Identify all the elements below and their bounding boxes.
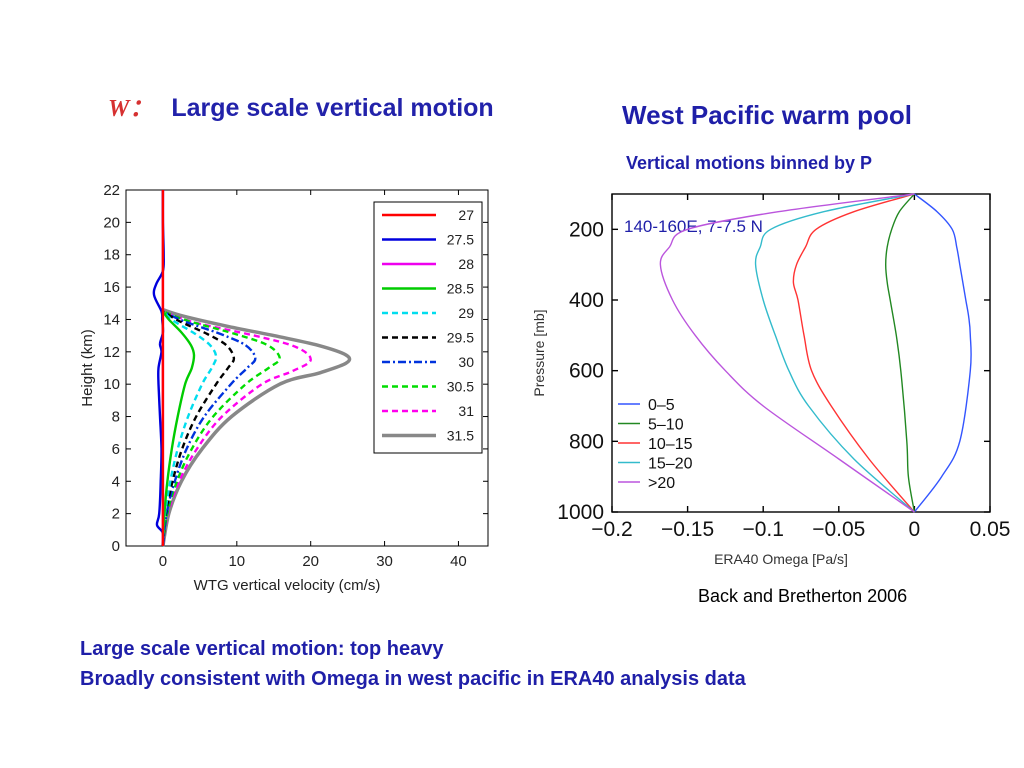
x-tick-label: 0.05 (970, 518, 1010, 541)
left-title-text: Large scale vertical motion (171, 94, 494, 122)
legend-label: 27.5 (447, 232, 474, 248)
y-tick-label: 2 (112, 506, 120, 523)
right-subtitle: Vertical motions binned by P (626, 153, 873, 173)
y-tick-label: 6 (112, 441, 120, 458)
right-title: West Pacific warm pool (622, 100, 912, 130)
y-tick-label: 8 (112, 409, 120, 426)
x-tick-label: 0 (909, 518, 921, 541)
series-line-29 (161, 310, 218, 547)
legend-label: >20 (648, 475, 675, 492)
x-tick-label: 0 (159, 553, 167, 570)
citation: Back and Bretherton 2006 (698, 586, 908, 606)
legend-label: 31.5 (447, 428, 474, 444)
series-line-29-5 (161, 310, 236, 547)
x-tick-label: −0.15 (661, 518, 714, 541)
legend-label: 31 (458, 403, 474, 419)
legend-label: 29 (458, 305, 474, 321)
y-tick-label: 18 (103, 247, 120, 264)
y-tick-label: 22 (103, 182, 120, 199)
wtg-velocity-chart: 0 10 20 30 40 0 2 4 6 8 10 12 14 16 18 20 22 WTG vertical… (79, 182, 489, 594)
series-line-31 (161, 310, 312, 547)
y-tick-label: 16 (103, 279, 120, 296)
legend-label: 5–10 (648, 417, 684, 434)
legend-label: 0–5 (648, 397, 675, 414)
legend-label: 27 (458, 207, 474, 223)
conclusions: Large scale vertical motion: top heavy B… (80, 634, 746, 694)
y-tick-label: 200 (569, 218, 604, 241)
plot-frame (611, 193, 991, 513)
legend-label: 28.5 (447, 281, 474, 297)
y-tick-label: 4 (112, 473, 120, 490)
x-tick-label: 30 (376, 553, 393, 570)
legend-label: 28 (458, 256, 474, 272)
series-line-30-5 (161, 310, 281, 547)
y-tick-label: 600 (569, 360, 604, 383)
legend-label: 30.5 (447, 379, 474, 395)
legend-label: 10–15 (648, 436, 693, 453)
x-tick-label: 40 (450, 553, 467, 570)
y-tick-label: 20 (103, 214, 120, 231)
conclusion-line-1: Large scale vertical motion: top heavy (80, 638, 444, 660)
region-annotation: 140-160E, 7-7.5 N (624, 217, 763, 236)
y-axis-label: Height (km) (79, 329, 96, 407)
series-line-10-15 (792, 193, 915, 513)
conclusion-line-2: Broadly consistent with Omega in west pa… (80, 668, 746, 690)
y-tick-label: 800 (569, 430, 604, 453)
series-line-31-5 (161, 308, 352, 547)
era40-omega-chart: −0.2 −0.15 −0.1 −0.05 0 0.05 200 400 600 800 1000 E… (531, 193, 1010, 567)
y-axis-label: Pressure [mb] (531, 309, 547, 396)
legend-label: 29.5 (447, 330, 474, 346)
series-line-28-5 (161, 310, 196, 547)
w-symbol: W： (108, 96, 154, 122)
x-axis-label: ERA40 Omega [Pa/s] (714, 551, 848, 567)
x-tick-label: 20 (302, 553, 319, 570)
y-tick-label: 14 (103, 311, 120, 328)
series-line--20 (659, 193, 915, 513)
x-tick-label: −0.2 (591, 518, 632, 541)
series-line-15-20 (754, 193, 915, 513)
series-line-0-5 (913, 193, 972, 513)
x-axis-label: WTG vertical velocity (cm/s) (194, 577, 381, 594)
y-tick-label: 0 (112, 538, 120, 555)
legend-label: 15–20 (648, 456, 693, 473)
x-tick-label: −0.05 (812, 518, 865, 541)
series-line-30 (161, 310, 257, 547)
y-tick-label: 12 (103, 344, 120, 361)
x-tick-label: −0.1 (742, 518, 783, 541)
y-tick-label: 10 (103, 376, 120, 393)
y-tick-label: 400 (569, 289, 604, 312)
x-tick-label: 10 (228, 553, 245, 570)
series-line-5-10 (884, 193, 916, 513)
left-title: W： Large scale vertical motion (108, 88, 494, 123)
legend-label: 30 (458, 354, 474, 370)
y-tick-label: 1000 (557, 501, 604, 524)
